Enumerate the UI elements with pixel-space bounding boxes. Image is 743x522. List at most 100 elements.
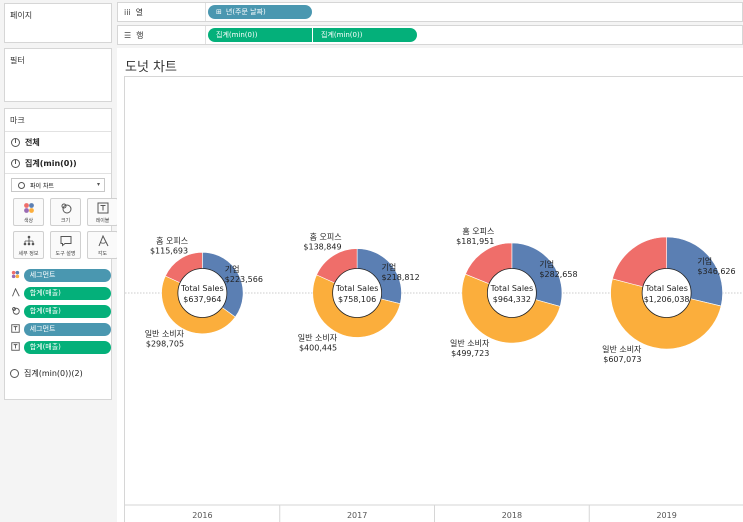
calendar-icon: ⊞: [216, 8, 222, 16]
marks-agg2-label: 집계(min(0))(2): [24, 369, 83, 378]
marks-agg1-tab[interactable]: 집계(min(0)): [5, 153, 111, 174]
label-button[interactable]: 레이블: [87, 198, 118, 226]
segment-name-label: 기업: [382, 263, 397, 272]
rows-icon: ☰: [124, 30, 132, 40]
color-button[interactable]: 색상: [13, 198, 44, 226]
year-order-date-pill[interactable]: ⊞ 년(주문 날짜): [208, 5, 312, 19]
segment-value-label: $346,626: [697, 267, 735, 276]
x-axis-tick-label: 2018: [502, 511, 522, 520]
label-icon: [97, 202, 109, 215]
marks-pills: 세그먼트 합계(매출) 합계(매출) 세그먼트: [5, 259, 111, 355]
size-icon: [60, 202, 72, 215]
x-axis-tick-label: 2019: [656, 511, 676, 520]
marks-title: 마크: [5, 109, 111, 132]
marks-agg2-tab[interactable]: 집계(min(0))(2): [4, 368, 112, 379]
encoding-buttons: 색상 크기 레이블 세부 정보: [5, 192, 118, 259]
sales-size-pill[interactable]: 합계(매출): [23, 304, 111, 318]
donut-center-total: $637,964: [183, 295, 221, 304]
detail-icon: [23, 235, 35, 248]
mark-type-value: 파이 차트: [30, 182, 54, 190]
segment-name-label: 기업: [697, 257, 712, 266]
chart-area: 2016 2017 2018 2019 Total Sales $637,964 기업 $22…: [124, 76, 743, 522]
segment-name-label: 홈 오피스: [156, 235, 188, 245]
donut-hole: [177, 268, 228, 318]
columns-icon: iii: [124, 7, 131, 17]
pie-icon: [11, 137, 20, 147]
donut-center-title: Total Sales: [644, 284, 688, 293]
segment-name-label: 일반 소비자: [450, 339, 490, 348]
worksheet-title: 도넛 차트: [125, 60, 177, 75]
columns-label-text: 열: [135, 7, 144, 17]
agg-min0-pill-2[interactable]: 집계(min(0)): [313, 28, 417, 42]
sales-label-pill[interactable]: 합계(매출): [23, 340, 111, 354]
mark-pill-row: 세그먼트: [11, 267, 111, 283]
mark-pill-row: 합계(매출): [11, 339, 111, 355]
segment-label-pill[interactable]: 세그먼트: [23, 322, 111, 336]
donut-center-title: Total Sales: [490, 284, 534, 293]
angle-icon: [11, 287, 21, 299]
segment-name-label: 일반 소비자: [298, 333, 338, 342]
donut-center-total: $964,332: [493, 295, 531, 304]
tooltip-button[interactable]: 도구 설명: [50, 231, 81, 259]
segment-value-label: $282,658: [539, 270, 577, 279]
segment-value-label: $138,849: [303, 243, 341, 252]
tooltip-icon: [60, 235, 72, 248]
segment-color-pill[interactable]: 세그먼트: [23, 268, 111, 282]
segment-value-label: $298,705: [146, 340, 184, 349]
segment-value-label: $115,693: [150, 246, 188, 255]
label-icon: [11, 323, 21, 335]
rows-label-text: 행: [136, 30, 144, 40]
donut-hole: [641, 268, 692, 318]
filters-card[interactable]: 필터: [4, 48, 112, 102]
rows-shelf[interactable]: ☰ 행 집계(min(0)) 집계(min(0)): [117, 25, 743, 45]
tooltip-button-label: 도구 설명: [55, 251, 76, 257]
columns-shelf-label: iii 열: [118, 3, 206, 21]
segment-name-label: 일반 소비자: [602, 345, 642, 354]
pie-icon: [10, 369, 19, 378]
segment-value-label: $218,812: [382, 273, 420, 282]
segment-value-label: $223,566: [225, 275, 263, 284]
x-axis-tick-label: 2016: [192, 511, 212, 520]
donut-center-total: $1,206,038: [644, 295, 690, 304]
segment-name-label: 기업: [539, 260, 554, 269]
marks-all-tab[interactable]: 전체: [5, 132, 111, 153]
columns-shelf[interactable]: iii 열 ⊞ 년(주문 날짜): [117, 2, 743, 22]
mark-pill-row: 합계(매출): [11, 303, 111, 319]
size-button[interactable]: 크기: [50, 198, 81, 226]
segment-value-label: $181,951: [456, 237, 494, 246]
pages-card[interactable]: 페이지: [4, 3, 112, 43]
chevron-down-icon: ▾: [96, 181, 100, 188]
donut-hole: [332, 268, 383, 318]
mark-pill-row: 합계(매출): [11, 285, 111, 301]
mark-pill-row: 세그먼트: [11, 321, 111, 337]
segment-name-label: 홈 오피스: [310, 232, 342, 242]
segment-value-label: $499,723: [451, 349, 489, 358]
segment-value-label: $400,445: [299, 343, 337, 352]
marks-agg1-label: 집계(min(0)): [25, 158, 77, 168]
angle-button-label: 각도: [97, 251, 108, 257]
donut-center-title: Total Sales: [180, 284, 224, 293]
filters-title: 필터: [10, 56, 25, 65]
segment-name-label: 기업: [225, 265, 240, 274]
segment-name-label: 일반 소비자: [145, 330, 185, 339]
size-button-label: 크기: [60, 218, 71, 224]
detail-button[interactable]: 세부 정보: [13, 231, 44, 259]
segment-name-label: 홈 오피스: [462, 226, 494, 236]
marks-all-label: 전체: [25, 137, 40, 147]
angle-button[interactable]: 각도: [87, 231, 118, 259]
label-button-label: 레이블: [95, 218, 110, 224]
donut-center-total: $758,106: [338, 295, 376, 304]
color-button-label: 색상: [23, 218, 34, 224]
mark-type-dropdown[interactable]: 파이 차트 ▾: [11, 178, 105, 192]
worksheet-view: 도넛 차트 2016 2017 2018 2019 Total Sales $637,96…: [117, 48, 743, 522]
marks-card: 마크 전체 집계(min(0)) 파이 차트 ▾ 색상: [4, 108, 118, 400]
x-axis-tick-label: 2017: [347, 511, 367, 520]
sales-angle-pill[interactable]: 합계(매출): [23, 286, 111, 300]
donut-center-title: Total Sales: [335, 284, 379, 293]
agg-min0-pill-1[interactable]: 집계(min(0)): [208, 28, 312, 42]
rows-shelf-label: ☰ 행: [118, 26, 206, 44]
segment-value-label: $607,073: [603, 355, 641, 364]
size-icon: [11, 306, 21, 317]
